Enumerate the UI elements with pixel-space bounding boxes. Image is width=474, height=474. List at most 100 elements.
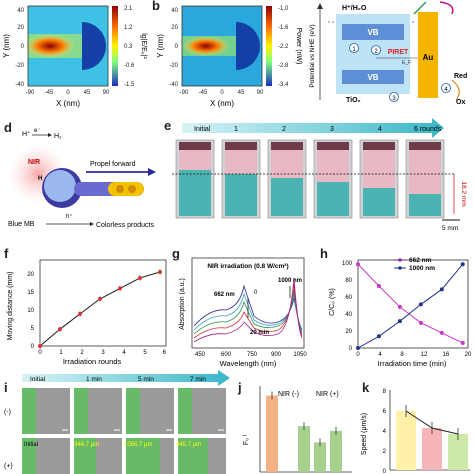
pink-zone	[317, 150, 349, 182]
y-axis-label: Y (nm)	[156, 34, 165, 58]
y-tick: 40	[17, 8, 24, 14]
x-tick: 12	[421, 352, 428, 358]
y-tick: -20	[15, 63, 24, 69]
data-point	[356, 346, 360, 350]
step-label: 1	[234, 126, 238, 133]
chart-j: F₀ ᴵ NIR (-) NIR (+)	[243, 386, 352, 473]
panel-e: e Initial 1 2 3 4 6 rounds 18.2 mm 5 mm	[164, 114, 474, 238]
time-start-label: 0	[254, 290, 258, 296]
cbar-tick: -2.2	[278, 44, 289, 50]
step-label: 7 min	[190, 376, 206, 383]
data-point	[118, 286, 122, 291]
fluorescent-zone	[74, 438, 96, 474]
x-tick: 90	[103, 90, 110, 96]
fluorescent-zone	[126, 438, 160, 474]
step-1: 1	[352, 47, 356, 53]
y-tick: 20	[171, 25, 178, 31]
panel-label-f: f	[4, 246, 9, 261]
bar	[314, 442, 326, 472]
x-tick: 8	[400, 352, 404, 358]
panel-label-g: g	[172, 246, 180, 261]
legend-entry: 1000 nm	[409, 265, 435, 272]
row-plus-initial: Initial	[24, 442, 38, 448]
y-tick: 0	[21, 44, 25, 50]
x-tick: 0	[220, 90, 224, 96]
pink-zone	[179, 150, 211, 170]
x-tick: 4	[122, 350, 126, 356]
au-block	[418, 12, 438, 98]
data-point	[460, 340, 465, 345]
vial-cap	[179, 142, 211, 150]
bar	[396, 411, 416, 470]
x-tick: 450	[195, 352, 206, 358]
panel-g: g NIR irradiation (0.8 W/cm²) 662 nm 100…	[170, 238, 310, 368]
data-point	[58, 327, 62, 332]
y-tick: -40	[169, 82, 178, 88]
panel-h: h C/C₀ (%) Irradiation time (min) 0 20 4…	[316, 238, 474, 368]
colorbar-label: Power (nW)	[295, 28, 302, 65]
y-axis-label: Speed (μm/s)	[361, 413, 368, 455]
bar	[422, 428, 442, 470]
data-point	[78, 311, 82, 316]
colorbar	[112, 6, 118, 86]
panel-label-b: b	[152, 0, 160, 13]
peak-662-label: 662 nm	[214, 292, 235, 298]
x-tick: 600	[221, 352, 232, 358]
vb-label-top: VB	[367, 28, 378, 37]
particle-shape	[82, 22, 106, 70]
spectrum-line	[193, 284, 303, 331]
panel-i: i Initial 1 min 5 min 7 min (-) (+) Init…	[0, 370, 236, 474]
x-tick: 0	[66, 90, 70, 96]
panel-a: 2.1 1.2 0.3 -0.6 -1.5 40 20 0 -20 -40 -9…	[0, 0, 150, 112]
step-label: Initial	[30, 376, 46, 383]
blue-zone	[409, 194, 441, 216]
data-point	[439, 330, 444, 335]
progress-arrow	[22, 370, 230, 386]
fluorescent-zone	[22, 438, 36, 474]
h2-label: H₂	[54, 133, 62, 140]
y-tick: 0	[383, 469, 387, 474]
plot-frame	[357, 259, 469, 349]
x-tick: 5	[143, 350, 147, 356]
row-label-plus: (+)	[4, 463, 13, 470]
data-point	[397, 304, 402, 309]
distance-label: 18.2 mm	[460, 181, 467, 206]
x-tick: -90	[26, 90, 35, 96]
panel-f: f Moving distance (mm) Irradiation round…	[0, 238, 170, 368]
propel-label: Propel forward	[90, 161, 136, 168]
data-point	[418, 320, 423, 325]
y-tick: 15	[27, 290, 34, 296]
y-tick: 20	[17, 25, 24, 31]
panel-j: j F₀ ᴵ NIR (-) NIR (+)	[236, 370, 354, 474]
cbar-tick: -1.0	[278, 6, 289, 12]
y-axis-label: Potential vs NHE (eV)	[309, 24, 316, 87]
blue-zone	[271, 178, 303, 216]
x-tick: 3	[101, 350, 105, 356]
y-tick: 5	[31, 326, 35, 332]
panel-a-figure: 2.1 1.2 0.3 -0.6 -1.5 40 20 0 -20 -40 -9…	[2, 5, 147, 108]
products-label: Colorless products	[96, 222, 154, 229]
cbar-tick: -0.6	[124, 63, 135, 69]
vial-cap	[271, 142, 303, 150]
y-tick: 0	[175, 44, 179, 50]
data-point	[397, 319, 402, 324]
x-tick: 0	[38, 350, 42, 356]
colorbar	[266, 6, 272, 86]
y-tick: 6	[383, 409, 387, 415]
step-label: 5 min	[138, 376, 154, 383]
x-axis-label: X (nm)	[56, 99, 80, 108]
series-line	[357, 263, 464, 349]
chart-k: Speed (μm/s) 0 2 4 6 8	[361, 389, 470, 474]
x-tick: 900	[271, 352, 282, 358]
panel-label-d: d	[4, 120, 12, 135]
step-label: 4	[378, 126, 382, 133]
data-point	[376, 334, 381, 339]
micromotor-schematic: H⁺ e⁻ H₂ NIR H Propel forward Blue MB h⁺…	[8, 128, 156, 229]
blue-mb-label: Blue MB	[8, 221, 35, 228]
red-label: Red	[454, 73, 467, 80]
cbar-tick: 0.3	[124, 44, 133, 50]
panel-label-e: e	[164, 118, 172, 133]
x-tick: 16	[443, 352, 450, 358]
bar	[266, 395, 278, 472]
row-label-minus: (-)	[4, 409, 11, 416]
